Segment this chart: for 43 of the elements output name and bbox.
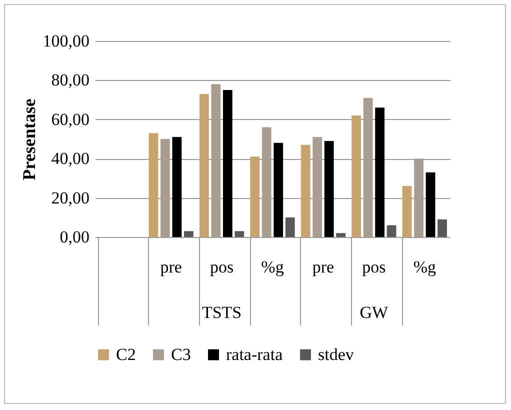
y-axis-title: Presentase [18, 98, 39, 180]
bar [199, 94, 209, 237]
bar [148, 133, 158, 237]
x-tick-label: pre [312, 258, 334, 276]
bar [222, 90, 232, 237]
bar [438, 219, 447, 237]
bar [250, 156, 260, 237]
y-tick-label: 100,00 [42, 32, 90, 50]
y-tick-label: 40,00 [51, 149, 90, 168]
y-tick-label: 0,00 [60, 228, 90, 246]
bar [426, 172, 436, 237]
bar [160, 139, 170, 237]
x-tick-label: %g [261, 258, 284, 276]
legend-label: rata-rata [226, 344, 284, 364]
bar [352, 115, 362, 237]
bar [363, 98, 373, 237]
text: TSTS [202, 303, 242, 322]
x-tick-label: %g [413, 258, 436, 276]
bar [285, 217, 295, 237]
bar [172, 137, 182, 237]
y-tick-label: 60,00 [51, 110, 90, 129]
x-tick-label: pos [362, 258, 386, 276]
bar [402, 186, 412, 237]
bar [274, 142, 284, 237]
bar [262, 127, 272, 237]
bar [184, 231, 194, 237]
bar [375, 108, 384, 237]
bar [211, 84, 221, 237]
bar [336, 233, 346, 237]
x-tick-label: pre [160, 258, 182, 276]
legend-label: C2 [116, 344, 136, 364]
x-tick-label: pos [210, 258, 234, 276]
y-tick-label: 20,00 [51, 188, 90, 208]
bar [234, 231, 244, 237]
y-tick-label: 80,00 [51, 70, 90, 90]
legend-label: C3 [171, 344, 191, 364]
bar [414, 158, 424, 237]
text: GW [360, 303, 390, 322]
bar [386, 225, 396, 237]
bar [312, 137, 322, 237]
legend-label: stdev [318, 344, 354, 364]
bar [300, 144, 310, 237]
bar [324, 140, 334, 237]
